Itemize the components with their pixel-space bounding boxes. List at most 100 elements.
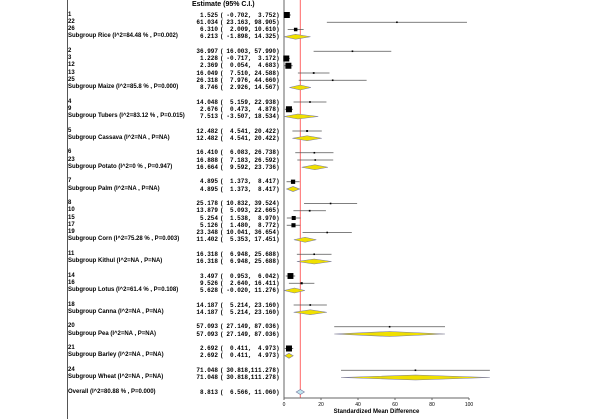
ci-close-paren: ) — [276, 214, 280, 222]
subgroup-label: Subgroup Canna (I^2=NA , P=NA) — [68, 308, 164, 315]
ci-open-paren: ( — [220, 250, 224, 258]
ci-close-paren: ) — [276, 163, 280, 171]
ci-comma: , — [248, 287, 252, 294]
study-label: 12 — [68, 62, 75, 69]
ci-open-paren: ( — [220, 163, 224, 171]
ci-comma: , — [248, 33, 252, 41]
study-estimate: 12.482 — [196, 127, 218, 135]
ci-open-paren: ( — [220, 76, 224, 84]
study-label: 11 — [68, 250, 75, 257]
ci-close-paren: ) — [276, 113, 280, 120]
study-square — [309, 101, 311, 103]
x-tick-label: 100 — [465, 402, 474, 408]
study-square — [291, 215, 296, 221]
subgroup-ci-lower: -3.507 — [226, 113, 248, 120]
study-label: 21 — [68, 345, 75, 351]
ci-comma: , — [248, 207, 252, 215]
overall-diamond — [295, 389, 306, 395]
ci-comma: , — [248, 11, 252, 19]
study-estimate: 5.254 — [199, 214, 218, 222]
study-label: 13 — [68, 69, 75, 76]
study-square — [414, 369, 417, 372]
subgroup-label: Subgroup Corn (I^2=75.28 % , P=0.003) — [68, 236, 180, 243]
study-label: 4 — [68, 98, 72, 105]
ci-comma: , — [248, 200, 252, 207]
ci-open-paren: ( — [220, 323, 224, 331]
ci-comma: , — [248, 308, 252, 316]
study-square — [285, 62, 292, 69]
study-label: 10 — [68, 207, 75, 214]
subgroup-ci-lower: 0.411 — [229, 352, 248, 360]
study-ci-upper: 24.588 — [254, 69, 276, 77]
ci-comma: , — [248, 352, 252, 360]
ci-open-paren: ( — [220, 308, 224, 316]
subgroup-estimate: 4.895 — [199, 185, 218, 193]
study-estimate: 14.048 — [196, 98, 218, 106]
subgroup-diamond — [334, 331, 446, 337]
study-ci-lower: 16.003 — [226, 47, 248, 55]
study-ci-upper: 3.172 — [257, 55, 276, 62]
ci-comma: , — [248, 163, 252, 171]
study-ci-upper: 4.683 — [257, 62, 276, 70]
study-estimate: 23.348 — [196, 229, 218, 236]
study-estimate: 2.692 — [199, 345, 218, 352]
subgroup-diamond — [293, 309, 327, 316]
study-ci-lower: 5.093 — [229, 207, 248, 215]
study-square — [283, 55, 290, 62]
subgroup-diamond — [293, 236, 317, 243]
ci-close-paren: ) — [276, 207, 280, 215]
ci-comma: , — [248, 374, 252, 381]
study-ci-lower: 2.640 — [229, 279, 248, 287]
ci-close-paren: ) — [276, 127, 280, 135]
study-square — [312, 72, 315, 74]
ci-comma: , — [248, 323, 252, 331]
study-square — [388, 325, 391, 328]
x-tick-label: 20 — [318, 402, 324, 408]
x-axis-label: Standardized Mean Difference — [334, 409, 420, 415]
study-ci-upper: 26.592 — [254, 156, 276, 164]
study-ci-lower: 6.083 — [229, 149, 248, 157]
study-label: 19 — [68, 229, 75, 235]
study-square — [351, 50, 354, 53]
study-ci-lower: 1.480 — [229, 221, 248, 229]
ci-comma: , — [248, 76, 252, 84]
study-square — [287, 273, 294, 279]
ci-open-paren: ( — [220, 388, 224, 396]
subgroup-diamond — [285, 186, 301, 192]
ci-close-paren: ) — [276, 18, 280, 26]
subgroup-ci-upper: 20.422 — [254, 134, 276, 142]
subgroup-diamond — [284, 352, 294, 359]
study-label: 3 — [68, 55, 72, 61]
subgroup-diamond — [341, 374, 490, 381]
study-label: 5 — [68, 127, 72, 134]
ci-close-paren: ) — [276, 156, 280, 164]
subgroup-ci-lower: -1.898 — [226, 33, 248, 41]
subgroup-ci-lower: 30.818 — [226, 374, 248, 381]
subgroup-ci-upper: 23.736 — [254, 163, 276, 171]
study-ci-lower: 7.976 — [229, 76, 248, 84]
study-estimate: 57.093 — [196, 323, 218, 331]
overall-ci-lower: 6.566 — [229, 388, 248, 396]
subgroup-ci-lower: 6.948 — [229, 258, 248, 265]
overall-ci-upper: 11.060 — [254, 388, 276, 396]
ci-close-paren: ) — [276, 200, 280, 207]
study-label: 15 — [68, 214, 75, 221]
ci-open-paren: ( — [220, 374, 224, 381]
x-tick-label: 0 — [283, 402, 286, 408]
study-estimate: 2.369 — [199, 62, 218, 70]
subgroup-label: Subgroup Maize (I^2=85.8 % , P=0.000) — [68, 84, 179, 90]
study-square — [300, 282, 303, 285]
study-estimate: 14.187 — [196, 301, 218, 309]
study-ci-upper: 8.772 — [257, 221, 276, 229]
study-ci-upper: 8.970 — [257, 214, 276, 222]
study-ci-upper: 4.878 — [257, 105, 276, 113]
ci-close-paren: ) — [276, 134, 280, 142]
ci-open-paren: ( — [220, 352, 224, 360]
subgroup-ci-upper: 4.973 — [257, 352, 276, 360]
study-label: 6 — [68, 149, 72, 156]
subgroup-ci-upper: 25.688 — [254, 258, 276, 265]
study-square — [290, 179, 296, 184]
study-ci-lower: 7.183 — [229, 156, 248, 164]
ci-comma: , — [248, 149, 252, 157]
